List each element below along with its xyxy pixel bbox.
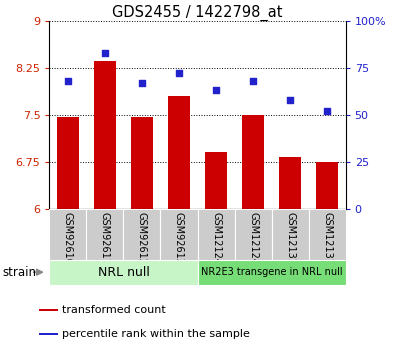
Bar <box>87 209 123 260</box>
Point <box>65 78 71 83</box>
Bar <box>94 61 116 209</box>
Text: transformed count: transformed count <box>62 305 166 315</box>
Text: GSM92613: GSM92613 <box>174 212 184 265</box>
Bar <box>168 96 190 209</box>
Bar <box>242 115 264 209</box>
Title: GDS2455 / 1422798_at: GDS2455 / 1422798_at <box>112 4 283 21</box>
Bar <box>123 209 160 260</box>
Bar <box>160 209 198 260</box>
Point <box>287 97 293 102</box>
Bar <box>49 260 198 285</box>
Text: GSM121249: GSM121249 <box>248 212 258 271</box>
Bar <box>57 117 79 209</box>
Text: GSM121315: GSM121315 <box>285 212 295 271</box>
Bar <box>316 162 338 209</box>
Text: GSM92612: GSM92612 <box>137 212 147 265</box>
Text: GSM121316: GSM121316 <box>322 212 332 271</box>
Bar <box>235 209 272 260</box>
Point <box>102 50 108 56</box>
Bar <box>198 260 346 285</box>
Text: NR2E3 transgene in NRL null: NR2E3 transgene in NRL null <box>201 267 342 277</box>
Bar <box>39 333 58 335</box>
Point <box>324 108 330 114</box>
Text: GSM92610: GSM92610 <box>63 212 73 265</box>
Bar <box>272 209 308 260</box>
Bar <box>308 209 346 260</box>
Text: GSM92611: GSM92611 <box>100 212 110 265</box>
Point <box>250 78 256 83</box>
Bar <box>205 152 227 209</box>
Bar <box>198 209 235 260</box>
Text: strain: strain <box>2 266 36 279</box>
Point <box>213 88 219 93</box>
Text: NRL null: NRL null <box>98 266 149 279</box>
Text: percentile rank within the sample: percentile rank within the sample <box>62 329 250 339</box>
Bar <box>131 117 153 209</box>
Point <box>176 71 182 76</box>
Bar <box>39 308 58 311</box>
Point <box>139 80 145 86</box>
Text: GSM121242: GSM121242 <box>211 212 221 271</box>
Bar <box>279 157 301 209</box>
Bar <box>49 209 87 260</box>
